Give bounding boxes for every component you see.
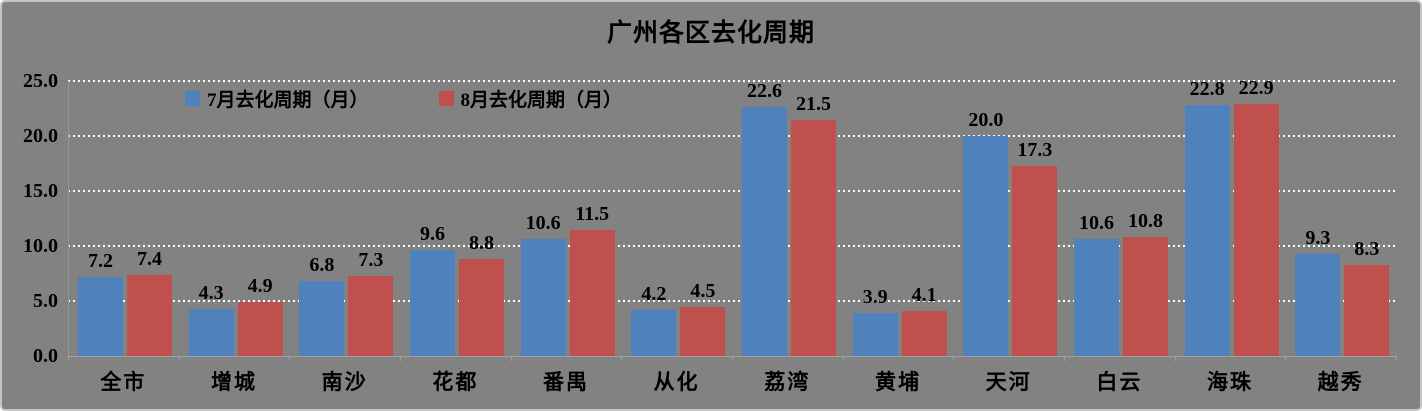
bar-jul-花都 [410,250,455,356]
legend-item-july: 7月去化周期（月） [185,85,369,112]
x-axis-tick [178,356,180,361]
legend-label: 7月去化周期（月） [207,90,369,111]
x-tick-label: 增城 [211,370,257,394]
bar-value-label: 4.9 [247,275,273,298]
y-tick-label: 0.0 [33,345,58,367]
y-tick-label: 20.0 [23,125,58,147]
legend-swatch-icon [438,91,454,106]
bar-value-label: 22.6 [747,80,782,103]
bar-jul-从化 [631,309,677,356]
y-tick-label: 15.0 [23,180,58,202]
x-axis-tick [400,356,401,361]
bar-jul-海珠 [1184,105,1230,356]
bar-value-label: 8.8 [469,232,494,255]
y-tick-label: 25.0 [23,70,58,92]
bar-value-label: 9.3 [1305,226,1331,249]
bar-value-label: 4.5 [690,279,716,302]
bar-aug-南沙 [348,275,394,356]
x-axis-tick [510,356,512,361]
bar-value-label: 17.3 [1017,138,1053,161]
bar-jul-全市 [78,276,123,356]
gridline [68,135,1396,137]
bar-jul-白云 [1074,239,1119,356]
bar-value-label: 21.5 [796,92,831,115]
x-tick-label: 黄埔 [875,370,921,394]
gridline [68,300,1396,302]
bar-aug-番禺 [569,229,615,356]
legend-swatch-icon [185,91,200,106]
bar-aug-全市 [127,274,172,356]
x-tick-label: 白云 [1096,370,1143,394]
x-tick-label: 番禺 [543,370,589,394]
bar-jul-增城 [188,308,234,356]
bar-aug-黄埔 [901,310,947,356]
gridline [68,245,1396,247]
x-axis-tick [1285,356,1287,361]
x-axis-tick [68,356,69,361]
bar-aug-荔湾 [791,119,836,356]
x-axis-tick [732,356,733,361]
bar-jul-天河 [963,136,1009,356]
bar-value-label: 20.0 [968,109,1004,131]
bar-value-label: 6.8 [309,254,335,277]
bar-value-label: 9.6 [420,223,445,246]
x-axis-tick [1174,356,1176,361]
bar-jul-越秀 [1295,253,1341,356]
gridline [68,190,1396,192]
bar-value-label: 4.2 [641,282,667,305]
x-axis-tick [1064,356,1065,361]
bar-value-label: 7.3 [358,248,384,271]
gridline [68,80,1396,82]
x-tick-label: 南沙 [321,370,368,394]
bar-aug-从化 [680,306,726,356]
bar-value-label: 8.3 [1354,237,1380,260]
bar-value-label: 22.9 [1238,77,1274,100]
x-axis-tick [1396,356,1397,361]
x-tick-label: 荔湾 [764,370,811,394]
bar-aug-天河 [1012,165,1058,356]
bar-aug-增城 [237,302,283,356]
bar-value-label: 7.4 [137,247,162,270]
bar-value-label: 10.8 [1128,210,1163,233]
bar-value-label: 11.5 [575,202,610,225]
x-tick-label: 从化 [653,370,700,394]
bar-value-label: 7.2 [88,249,113,272]
y-tick-label: 5.0 [33,290,58,312]
bar-value-label: 3.9 [862,286,888,309]
legend: 7月去化周期（月） 8月去化周期（月） [185,85,622,112]
bar-value-label: 10.6 [525,212,561,235]
legend-item-august: 8月去化周期（月） [438,85,623,112]
chart-title: 广州各区去化周期 [606,20,815,47]
y-axis-line [68,81,69,356]
x-axis-tick [621,356,623,361]
x-tick-label: 全市 [100,370,147,394]
bar-aug-花都 [459,259,504,356]
y-tick-label: 10.0 [23,235,58,257]
bar-value-label: 22.8 [1189,78,1225,101]
bar-value-label: 4.3 [198,281,224,304]
bar-jul-南沙 [299,281,345,356]
x-axis-tick [953,356,955,361]
x-tick-label: 海珠 [1207,370,1253,394]
x-tick-label: 天河 [985,370,1032,394]
bar-value-label: 10.6 [1079,212,1114,235]
bar-aug-海珠 [1233,104,1279,356]
legend-label: 8月去化周期（月） [460,90,623,111]
bar-jul-荔湾 [742,107,787,356]
bar-aug-白云 [1123,237,1168,356]
bar-jul-黄埔 [852,313,898,356]
x-tick-label: 越秀 [1317,370,1364,394]
x-axis-tick [289,356,291,361]
x-tick-label: 花都 [432,370,479,394]
x-axis-tick [842,356,844,361]
bar-jul-番禺 [520,239,566,356]
bar-value-label: 4.1 [911,283,937,306]
bar-aug-越秀 [1344,264,1390,356]
